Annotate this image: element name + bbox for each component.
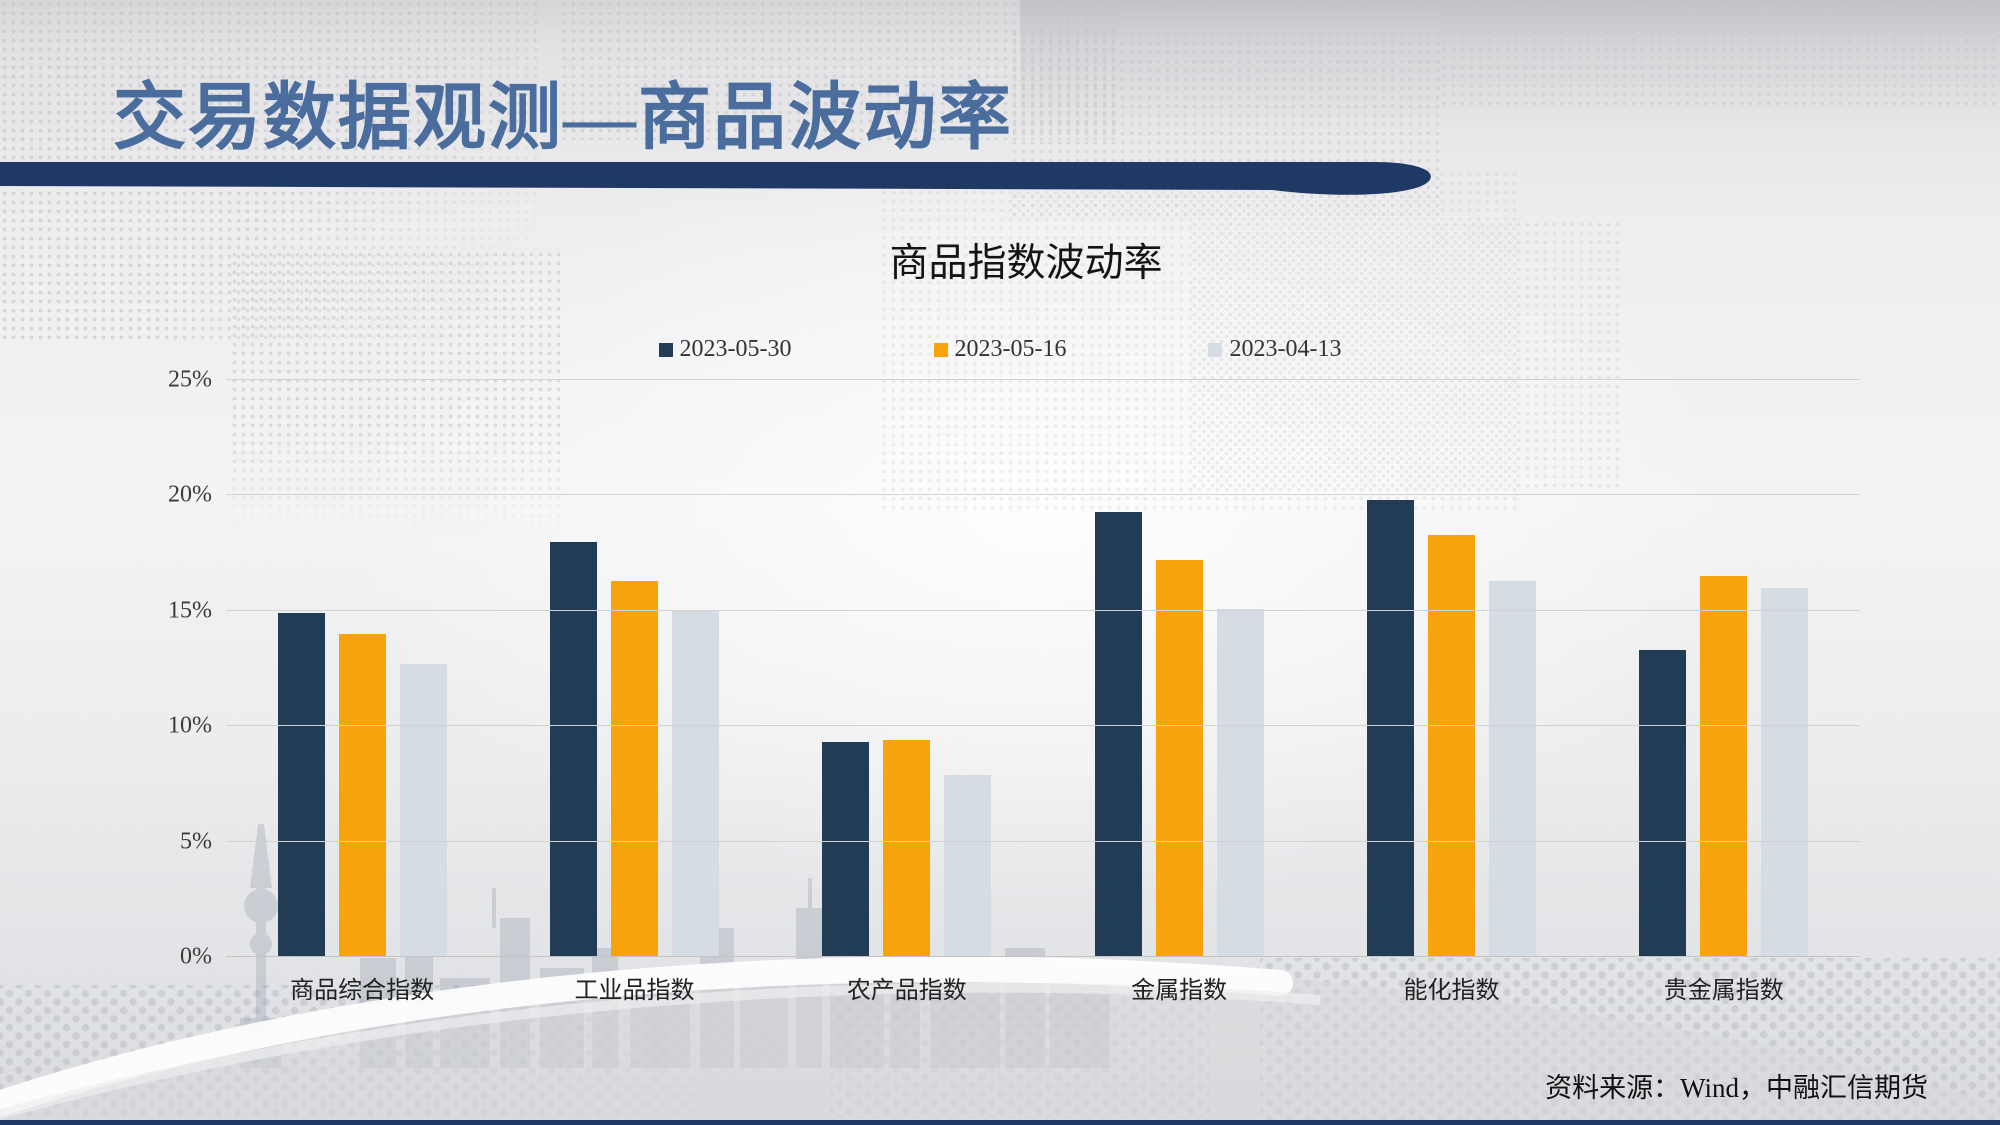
category-label: 工业品指数 [574,978,695,1004]
y-tick-label: 10% [168,712,212,739]
bar-2023-05-16 [1155,560,1203,957]
legend-item: 2023-05-16 [933,336,1067,363]
bar-2023-05-30 [1094,511,1142,957]
category-labels: 商品综合指数 工业品指数 农产品指数 金属指数 能化指数 贵金属指数 [226,970,1860,1005]
bar-2023-04-13 [671,610,719,957]
bar-2023-04-13 [1488,580,1536,957]
legend-label: 2023-05-16 [954,336,1067,362]
title-underline-band [0,162,1431,195]
plot-area: 0% 5% 10% 15% 20% 25% [168,367,1860,970]
gridline [226,379,1860,380]
y-tick-label: 20% [168,481,212,508]
bar-2023-05-16 [1427,534,1475,957]
y-tick-label: 0% [180,943,212,970]
gridline [226,725,1860,727]
bar-2023-04-13 [944,774,992,957]
bar-2023-04-13 [399,663,447,957]
bar-2023-04-13 [1761,587,1809,957]
bar-2023-05-30 [1366,500,1414,957]
halftone-dot-pattern [230,250,560,540]
halftone-dot-pattern [1190,220,1620,490]
halftone-dot-pattern [880,170,1520,510]
legend-swatch [933,342,948,357]
bar-2023-05-16 [610,580,658,957]
legend-label: 2023-05-30 [679,336,792,362]
legend-label: 2023-04-13 [1229,336,1342,362]
bar-group [1588,380,1860,957]
bar-groups [226,380,1860,957]
bar-group [1043,380,1315,957]
bottom-strip [0,1120,2000,1125]
bar-2023-05-16 [1700,576,1748,957]
bar-2023-04-13 [1216,608,1264,957]
gridline [226,840,1860,842]
bar-group [1315,380,1587,957]
legend-swatch [1208,342,1223,357]
gridline [226,609,1860,611]
y-tick-label: 25% [168,366,212,393]
legend: 2023-05-30 2023-05-16 2023-04-13 [0,336,2000,363]
category-label: 农产品指数 [846,978,967,1004]
source-note: 资料来源：Wind，中融汇信期货 [1545,1073,1928,1103]
bar-2023-05-30 [822,742,870,957]
bar-2023-05-30 [277,613,325,957]
halftone-dot-pattern [1440,0,2000,110]
legend-item: 2023-05-30 [658,336,792,363]
legend-swatch [658,342,673,357]
bar-2023-05-30 [549,541,597,957]
bar-2023-05-30 [1639,650,1687,957]
legend-item: 2023-04-13 [1208,336,1341,363]
category-label: 能化指数 [1403,978,1500,1004]
bar-group [226,380,498,957]
bar-2023-05-16 [883,740,931,957]
y-tick-label: 15% [168,597,212,624]
category-label: 贵金属指数 [1663,978,1784,1004]
bar-group [498,380,770,957]
slide-title: 交易数据观测—商品波动率 [113,77,1013,158]
category-label: 商品综合指数 [290,978,435,1004]
bar-2023-05-16 [338,633,386,957]
swoosh-curve [0,956,2000,1125]
category-label: 金属指数 [1131,978,1228,1004]
y-tick-label: 5% [180,828,212,855]
background-top-right-shade [1020,0,2000,135]
bar-group [771,380,1043,957]
gridline [226,494,1860,496]
chart-title: 商品指数波动率 [889,242,1163,285]
x-axis-line [226,956,1860,957]
halftone-dot-pattern [560,0,1120,140]
